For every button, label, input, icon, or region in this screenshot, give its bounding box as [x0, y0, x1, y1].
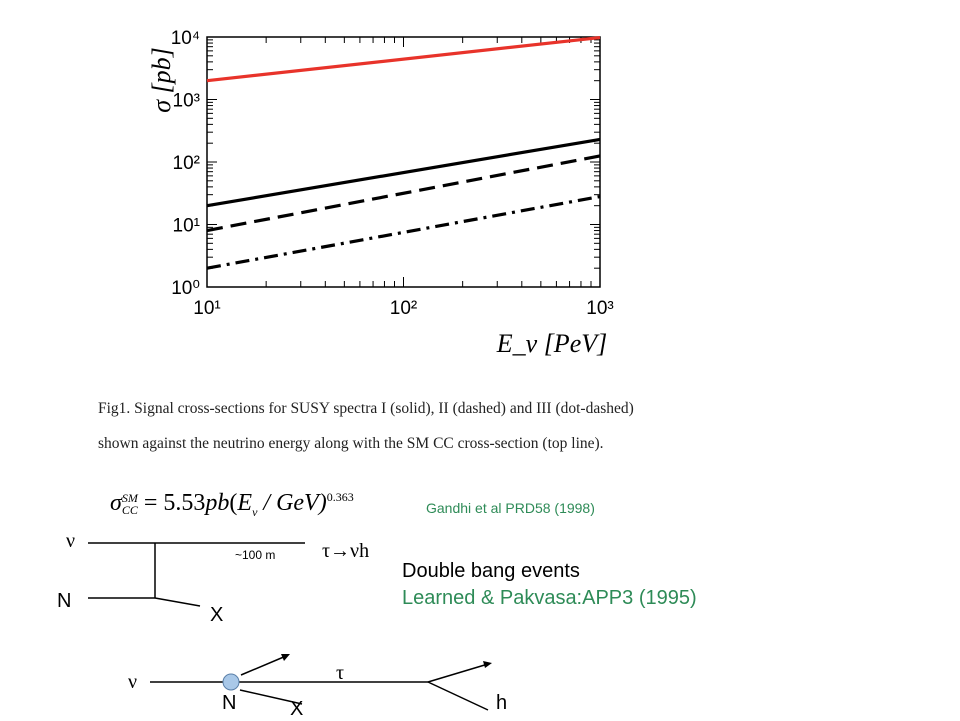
distance-label: ~100 m — [235, 548, 276, 562]
double-bang-title: Double bang events — [402, 560, 580, 582]
formula-nu-sub: ν — [252, 504, 258, 519]
y-tick-label: 10¹ — [173, 216, 200, 237]
formula-pb: pb — [205, 490, 230, 516]
nu-label-bottom: ν — [128, 671, 138, 693]
formula-sub: CC — [121, 503, 138, 518]
figure-caption-line1: Fig1. Signal cross-sections for SUSY spe… — [98, 400, 634, 417]
x-tick-label: 10¹ — [193, 298, 220, 319]
gandhi-reference: Gandhi et al PRD58 (1998) — [426, 500, 595, 516]
series-line-solid-1 — [206, 137, 601, 208]
y-tick-label: 10³ — [173, 91, 200, 112]
formula-sigma: σ — [110, 490, 122, 516]
x-tick-label: 10³ — [586, 298, 613, 319]
decay-upper-line — [427, 663, 489, 683]
x-tick-label: 10² — [390, 298, 417, 319]
figure-caption-line2: shown against the neutrino energy along … — [98, 435, 604, 452]
interaction-diagram-bottom — [150, 654, 492, 711]
x-line — [154, 597, 201, 607]
formula-gev: / GeV) — [257, 490, 327, 516]
cross-section-formula: σ SM CC = 5.53pb(Eν / GeV)0.363 — [110, 490, 354, 520]
formula-open: ( — [229, 490, 238, 516]
x-axis-label: E_ν [PeV] — [496, 329, 607, 358]
series-line-solid-0 — [206, 35, 601, 83]
series-line-dot-dashed-3 — [206, 194, 601, 270]
series-line-dashed-2 — [206, 154, 601, 233]
y-tick-label: 10⁰ — [171, 278, 200, 299]
formula-eq: = 5.53 — [137, 490, 206, 516]
y-axis-label: σ [pb] — [147, 47, 176, 113]
formula-sup: SM — [121, 491, 138, 506]
tau-decay-label: τ→νh — [322, 540, 370, 562]
upper-outgoing-line — [240, 655, 287, 676]
y-tick-label: 10² — [173, 153, 200, 174]
decay-arrowhead — [483, 661, 492, 668]
tau-label-bottom: τ — [336, 662, 345, 684]
upper-arrowhead — [281, 654, 290, 661]
n-label-bottom: N — [222, 692, 237, 714]
x-label-bottom: X — [290, 698, 304, 720]
x-outgoing-line — [239, 689, 303, 705]
learned-pakvasa-reference: Learned & Pakvasa:APP3 (1995) — [402, 587, 697, 609]
nu-label-top: ν — [66, 530, 76, 552]
formula-e: E — [237, 490, 253, 516]
chart-series — [206, 35, 601, 270]
interaction-vertex — [222, 673, 240, 691]
hadron-line — [427, 681, 489, 711]
interaction-diagram-top — [88, 542, 305, 607]
y-tick-label: 10⁴ — [171, 28, 200, 49]
n-label-top: N — [57, 590, 72, 612]
x-label-top: X — [210, 604, 224, 626]
h-label-bottom: h — [496, 692, 508, 714]
formula-exp: 0.363 — [326, 490, 354, 504]
